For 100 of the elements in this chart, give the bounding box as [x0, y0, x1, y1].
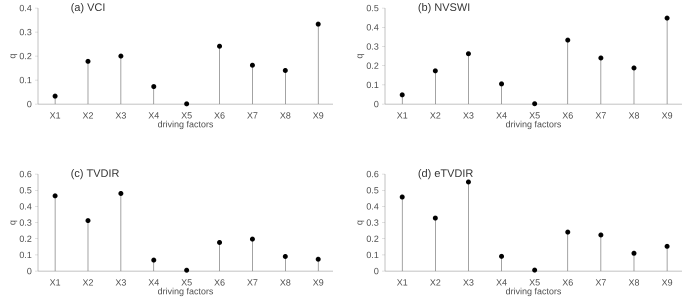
point [664, 244, 670, 249]
point [532, 268, 538, 273]
chart-title: (b) NVSWI [418, 2, 470, 14]
y-tick-label: 0.5 [20, 187, 32, 194]
point [631, 65, 636, 70]
x-tick-label: X2 [82, 112, 94, 118]
y-tick-label: 0.1 [20, 76, 32, 84]
y-tick-label: 0.3 [20, 28, 32, 36]
x-axis-title: driving factors [158, 120, 214, 130]
point [250, 236, 255, 242]
x-tick-label: X5 [181, 112, 192, 118]
x-tick-label: X3 [463, 112, 474, 119]
x-tick-label: X9 [312, 112, 324, 119]
point [184, 268, 190, 273]
y-tick-label: 0.4 [20, 203, 32, 210]
x-tick-label: X3 [116, 112, 126, 119]
x-tick-label: X2 [430, 279, 440, 286]
point [52, 193, 58, 198]
x-tick-label: X8 [628, 112, 640, 119]
x-tick-label: X1 [50, 112, 60, 118]
x-tick-label: X3 [463, 279, 474, 286]
x-tick-label: X5 [529, 279, 540, 286]
x-tick-label: X2 [430, 112, 440, 118]
x-tick-label: X1 [50, 279, 60, 286]
x-tick-label: X9 [312, 279, 324, 286]
point [184, 101, 190, 106]
x-axis-title: driving factors [506, 288, 562, 296]
y-tick-label: 0 [374, 268, 378, 274]
point [664, 16, 670, 21]
point [52, 94, 58, 99]
x-tick-label: X7 [596, 279, 606, 286]
x-tick-label: X8 [628, 279, 640, 286]
y-tick-label: 0.3 [366, 219, 378, 226]
x-tick-label: X1 [396, 112, 408, 118]
y-axis-title: q [10, 220, 18, 225]
y-tick-label: 0.2 [20, 236, 32, 242]
point [85, 58, 90, 64]
x-axis-title: driving factors [506, 120, 562, 130]
chart-title: (a) VCI [71, 2, 104, 14]
point [85, 218, 90, 224]
y-tick-label: 0.5 [366, 187, 378, 194]
point [631, 250, 636, 256]
point [118, 54, 124, 59]
point [598, 55, 604, 60]
point [400, 194, 405, 200]
x-tick-label: X5 [529, 112, 540, 118]
point [400, 92, 405, 98]
y-axis-title: q [10, 54, 18, 58]
y-tick-label: 0.4 [20, 4, 32, 12]
point [565, 38, 570, 43]
y-tick-label: 0.6 [366, 170, 378, 178]
x-tick-label: X2 [82, 279, 94, 286]
y-tick-label: 0.6 [20, 170, 32, 178]
y-tick-label: 0.3 [20, 219, 32, 226]
y-tick-label: 0 [27, 268, 32, 274]
x-tick-label: X8 [280, 279, 290, 286]
point [282, 254, 288, 259]
x-tick-label: X7 [596, 112, 606, 118]
point [217, 240, 222, 245]
y-tick-label: 0.2 [366, 62, 378, 69]
y-tick-label: 0.2 [366, 236, 378, 242]
point [466, 179, 471, 184]
point [316, 22, 321, 27]
y-tick-label: 0.4 [366, 24, 379, 30]
point [432, 68, 438, 74]
y-tick-label: 0.1 [20, 252, 32, 258]
y-tick-label: 0.2 [20, 52, 32, 60]
y-tick-label: 0 [27, 100, 32, 108]
y-tick-label: 0.1 [366, 252, 378, 258]
x-tick-label: X5 [181, 279, 192, 286]
point [598, 232, 604, 238]
x-tick-label: X4 [496, 112, 507, 118]
point [499, 81, 504, 86]
x-tick-label: X7 [247, 279, 258, 286]
x-tick-label: X9 [662, 112, 672, 119]
point [565, 230, 570, 235]
point [151, 258, 156, 263]
point [118, 190, 124, 196]
y-tick-label: 0.3 [366, 43, 378, 50]
x-tick-label: X3 [116, 279, 126, 286]
x-tick-label: X6 [214, 279, 225, 286]
x-tick-label: X6 [562, 112, 573, 119]
chart-title: (d) eTVDIR [418, 168, 473, 180]
point [151, 84, 156, 90]
x-tick-label: X4 [148, 112, 159, 118]
point [499, 254, 504, 259]
y-axis-title: q [357, 220, 364, 225]
y-tick-label: 0 [374, 100, 378, 108]
point [250, 62, 255, 68]
x-tick-label: X1 [396, 279, 408, 286]
x-axis-title: driving factors [158, 288, 214, 296]
point [466, 51, 471, 56]
x-tick-label: X9 [662, 279, 672, 286]
y-tick-label: 0.4 [366, 203, 379, 210]
x-tick-label: X4 [496, 279, 507, 286]
x-tick-label: X7 [247, 112, 258, 118]
x-tick-label: X8 [280, 112, 290, 119]
y-axis-title: q [357, 54, 364, 58]
x-tick-label: X6 [562, 279, 573, 286]
y-tick-label: 0.1 [366, 82, 378, 88]
